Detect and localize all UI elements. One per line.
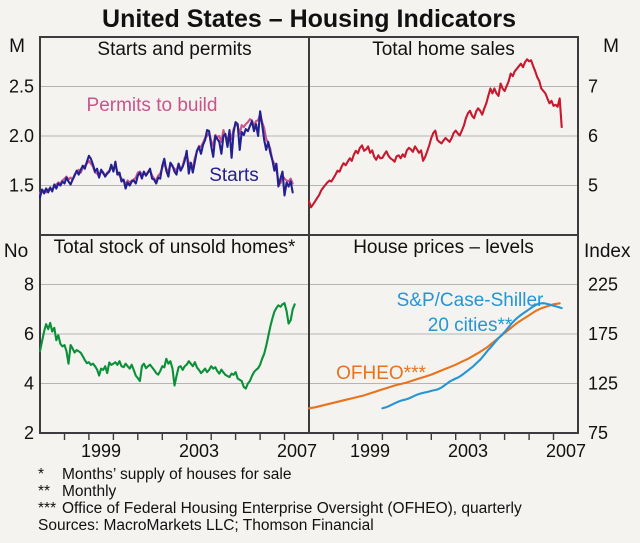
y-tick-label: 1.5 (9, 176, 34, 196)
series-line-ofheo (307, 302, 561, 410)
x-tick-label: 2007 (277, 441, 317, 461)
y-tick-label: 125 (588, 374, 618, 394)
y-tick-label: 225 (588, 275, 618, 295)
y-tick-label: 75 (588, 423, 608, 443)
footnote-text: Monthly (62, 483, 117, 500)
panel-title-bottom-left: Total stock of unsold homes* (54, 237, 296, 258)
y-tick-label: 2.5 (9, 77, 34, 97)
series-label-ofheo: OFHEO*** (336, 363, 426, 384)
gridlines-layer (40, 86, 578, 440)
y-tick-label: 7 (588, 77, 598, 97)
y-tick-label: 6 (588, 126, 598, 146)
series-label-starts: Starts (209, 165, 259, 186)
series-label-case-shiller-line1: S&P/Case-Shiller (397, 290, 544, 311)
chart-frame (39, 36, 579, 434)
series-line-total-home-sales (307, 58, 563, 209)
series-label-permits: Permits to build (87, 95, 218, 116)
x-tick-label: 2007 (546, 441, 586, 461)
y-tick-label: 175 (588, 324, 618, 344)
y-unit-bottom-right: Index (584, 241, 631, 262)
series-line-total-stock-of-unsold-homes (38, 302, 296, 390)
y-tick-label: 5 (588, 176, 598, 196)
x-tick-label: 2003 (179, 441, 219, 461)
y-tick-label: 2 (24, 423, 34, 443)
panel-title-top-left: Starts and permits (97, 39, 251, 60)
sources-line: Sources: MacroMarkets LLC; Thomson Finan… (38, 517, 374, 534)
y-unit-top-right: M (603, 36, 619, 57)
x-tick-label: 1999 (350, 441, 390, 461)
series-line-s-p-case-shiller-20-cities (381, 302, 563, 410)
series-line-starts (38, 110, 294, 199)
y-tick-label: 4 (24, 374, 34, 394)
footnote-marker: ** (38, 483, 50, 500)
y-tick-label: 2.0 (9, 126, 34, 146)
panel-title-top-right: Total home sales (372, 39, 515, 60)
footnote-marker: *** (38, 500, 56, 517)
y-tick-label: 6 (24, 324, 34, 344)
y-tick-label: 8 (24, 275, 34, 295)
x-tick-label: 2003 (448, 441, 488, 461)
footnote-marker: * (38, 466, 44, 483)
x-tick-label: 1999 (81, 441, 121, 461)
footnote-text: Office of Federal Housing Enterprise Ove… (62, 500, 522, 517)
series-layer (38, 58, 563, 410)
y-unit-bottom-left: No (4, 241, 28, 262)
panel-title-bottom-right: House prices – levels (353, 237, 534, 258)
y-unit-top-left: M (9, 36, 25, 57)
footnote-text: Months’ supply of houses for sale (62, 466, 291, 483)
series-label-case-shiller-line2: 20 cities** (428, 315, 513, 336)
page-title: United States – Housing Indicators (102, 5, 516, 33)
